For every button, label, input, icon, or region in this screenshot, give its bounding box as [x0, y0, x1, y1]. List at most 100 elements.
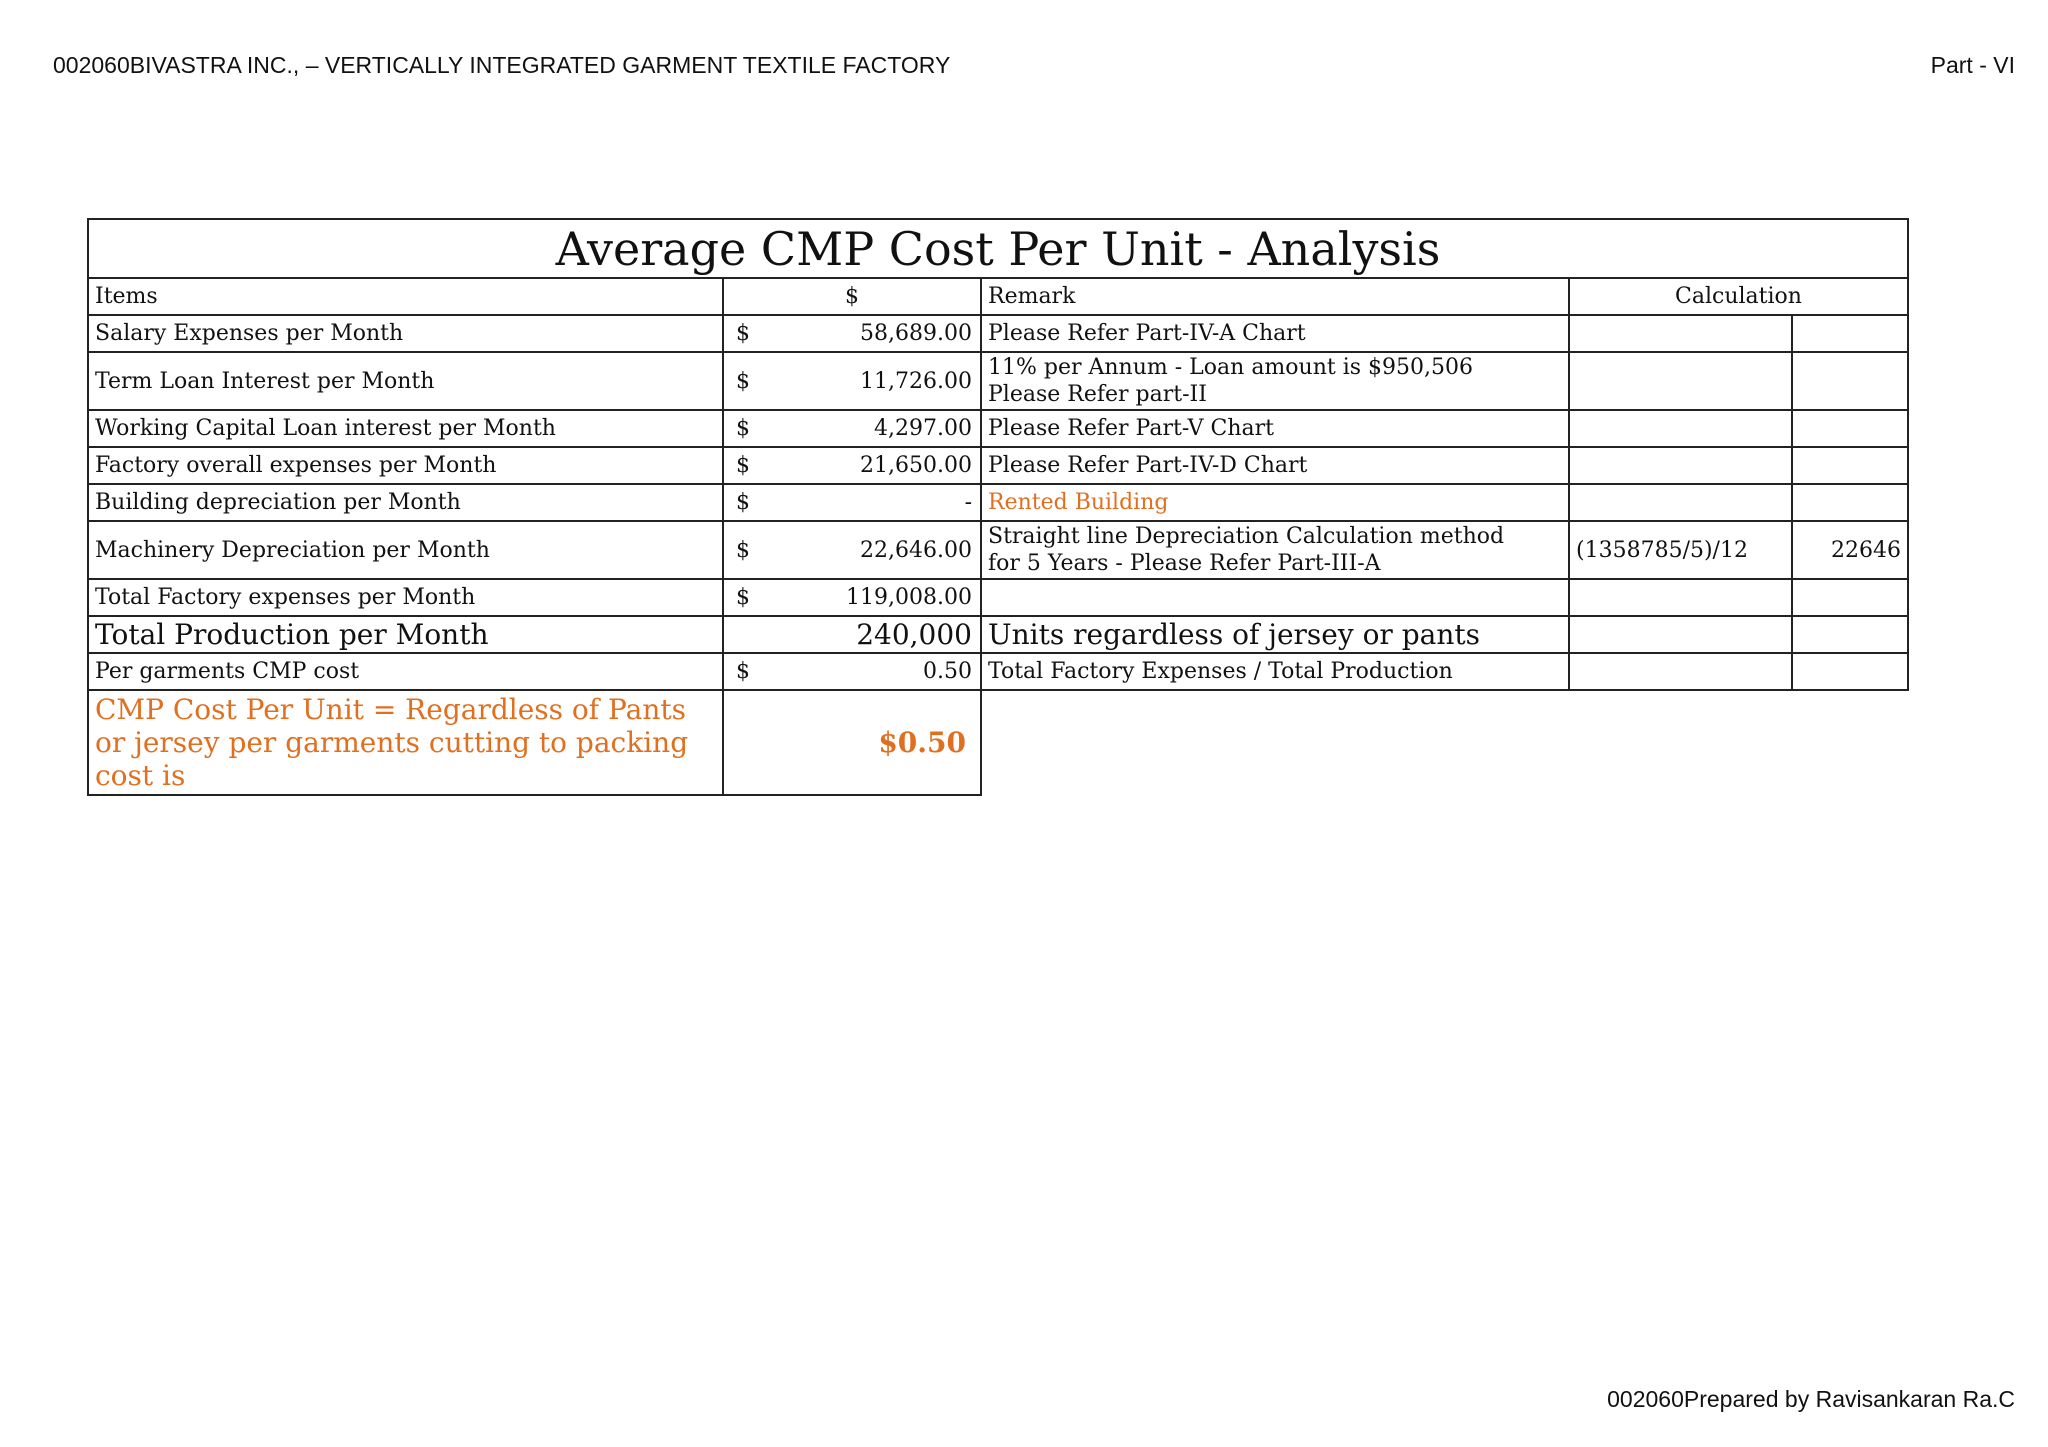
calculation-cell	[1568, 409, 1793, 448]
amount-cell: $0.50	[722, 652, 982, 691]
column-header: Calculation	[1568, 277, 1909, 316]
remark-line: Please Refer Part-V Chart	[988, 416, 1275, 441]
calculation-value-cell	[1791, 351, 1909, 411]
remark-cell: Units regardless of jersey or pants	[980, 615, 1570, 654]
table-title: Average CMP Cost Per Unit - Analysis	[87, 218, 1909, 279]
item-cell: Factory overall expenses per Month	[87, 446, 724, 485]
item-cell: Term Loan Interest per Month	[87, 351, 724, 411]
amount-wrap: $21,650.00	[736, 452, 972, 479]
amount-cell: $11,726.00	[722, 351, 982, 411]
remark-cell: Straight line Depreciation Calculation m…	[980, 520, 1570, 580]
amount: 11,726.00	[860, 368, 972, 394]
amount-cell: $58,689.00	[722, 314, 982, 353]
item-cell: Machinery Depreciation per Month	[87, 520, 724, 580]
header-left: 002060BIVASTRA INC., – VERTICALLY INTEGR…	[53, 52, 951, 78]
currency: $	[736, 368, 750, 394]
item-cell: Salary Expenses per Month	[87, 314, 724, 353]
calculation-value: 22646	[1831, 537, 1901, 563]
remark-cell: Please Refer Part-IV-A Chart	[980, 314, 1570, 353]
item-cell: Working Capital Loan interest per Month	[87, 409, 724, 448]
amount: 22,646.00	[860, 537, 972, 563]
calculation-cell	[1568, 652, 1793, 691]
remark-line: Please Refer Part-IV-A Chart	[988, 321, 1306, 346]
cost-table: Average CMP Cost Per Unit - Analysis Item…	[87, 218, 1909, 796]
title-row: Average CMP Cost Per Unit - Analysis	[87, 218, 1909, 279]
calculation-cell	[1568, 615, 1793, 654]
calculation-value-cell	[1791, 615, 1909, 654]
amount-wrap: 240,000	[736, 618, 972, 651]
currency: $	[736, 659, 750, 684]
amount-cell: $21,650.00	[722, 446, 982, 485]
table-row: Factory overall expenses per Month $21,65…	[87, 446, 1909, 485]
calculation-value-cell	[1791, 314, 1909, 353]
amount-cell: $22,646.00	[722, 520, 982, 580]
amount-wrap: $119,008.00	[736, 584, 972, 611]
currency: $	[736, 490, 750, 515]
column-header: $	[722, 277, 982, 316]
amount-cell: $ -	[722, 483, 982, 522]
amount-cell: 240,000	[722, 615, 982, 654]
amount: 240,000	[856, 618, 972, 651]
result-label: CMP Cost Per Unit = Regardless of Pants …	[87, 689, 724, 796]
amount-wrap: $0.50	[736, 658, 972, 685]
calculation-value-cell: 22646	[1791, 520, 1909, 580]
amount-wrap: $58,689.00	[736, 320, 972, 347]
calculation-cell	[1568, 578, 1793, 617]
remark-line: Units regardless of jersey or pants	[988, 618, 1480, 651]
result-value: $0.50	[722, 689, 982, 796]
item-cell: Total Factory expenses per Month	[87, 578, 724, 617]
remark-cell: Rented Building	[980, 483, 1570, 522]
calculation-cell	[1568, 446, 1793, 485]
remark-cell: Total Factory Expenses / Total Productio…	[980, 652, 1570, 691]
remark-cell: Please Refer Part-V Chart	[980, 409, 1570, 448]
calculation-value-cell	[1791, 578, 1909, 617]
footer: 002060Prepared by Ravisankaran Ra.C	[1607, 1386, 2015, 1412]
remark-cell	[980, 578, 1570, 617]
remark-line: Straight line Depreciation Calculation m…	[988, 524, 1505, 549]
calculation-value-cell	[1791, 652, 1909, 691]
remark-line: 11% per Annum - Loan amount is $950,506	[988, 355, 1473, 380]
amount: 0.50	[923, 659, 972, 684]
item-cell: Total Production per Month	[87, 615, 724, 654]
amount: 58,689.00	[860, 321, 972, 346]
currency: $	[736, 321, 750, 346]
table-row: Total Factory expenses per Month $119,008…	[87, 578, 1909, 617]
remark-line: Rented Building	[988, 490, 1169, 515]
calculation-value-cell	[1791, 409, 1909, 448]
table-row: Working Capital Loan interest per Month $…	[87, 409, 1909, 448]
calculation-value-cell	[1791, 483, 1909, 522]
table-row: Building depreciation per Month $ - Rented …	[87, 483, 1909, 522]
calculation-value-cell	[1791, 446, 1909, 485]
currency: $	[736, 416, 750, 441]
column-header-row: Items $ Remark Calculation	[87, 277, 1909, 316]
amount-wrap: $22,646.00	[736, 537, 972, 564]
table-row: Per garments CMP cost $0.50 Total Factory …	[87, 652, 1909, 691]
amount: 119,008.00	[846, 585, 972, 610]
currency: $	[736, 537, 750, 563]
table-row: Total Production per Month 240,000 Units r…	[87, 615, 1909, 654]
amount-wrap: $4,297.00	[736, 415, 972, 442]
calculation-cell	[1568, 483, 1793, 522]
item-cell: Per garments CMP cost	[87, 652, 724, 691]
remark-cell: Please Refer Part-IV-D Chart	[980, 446, 1570, 485]
remark-cell: 11% per Annum - Loan amount is $950,506 P…	[980, 351, 1570, 411]
calculation-cell	[1568, 351, 1793, 411]
currency: $	[736, 453, 750, 478]
table-row: Salary Expenses per Month $58,689.00 Pleas…	[87, 314, 1909, 353]
blank	[981, 690, 1908, 795]
item-cell: Building depreciation per Month	[87, 483, 724, 522]
calculation: (1358785/5)/12	[1576, 537, 1748, 563]
column-header: Items	[87, 277, 724, 316]
remark-line: Please Refer Part-IV-D Chart	[988, 453, 1308, 478]
result-row: CMP Cost Per Unit = Regardless of Pants …	[87, 689, 1908, 796]
remark-line: Total Factory Expenses / Total Productio…	[988, 659, 1453, 684]
table-row: Term Loan Interest per Month $11,726.00 11…	[87, 351, 1909, 411]
amount: 4,297.00	[874, 416, 972, 441]
remark-line: for 5 Years - Please Refer Part-III-A	[988, 551, 1381, 576]
amount: 21,650.00	[860, 453, 972, 478]
table-row: Machinery Depreciation per Month $22,646.…	[87, 520, 1909, 580]
header-right: Part - VI	[1930, 52, 2015, 78]
amount-wrap: $11,726.00	[736, 368, 972, 395]
amount: -	[964, 490, 972, 515]
